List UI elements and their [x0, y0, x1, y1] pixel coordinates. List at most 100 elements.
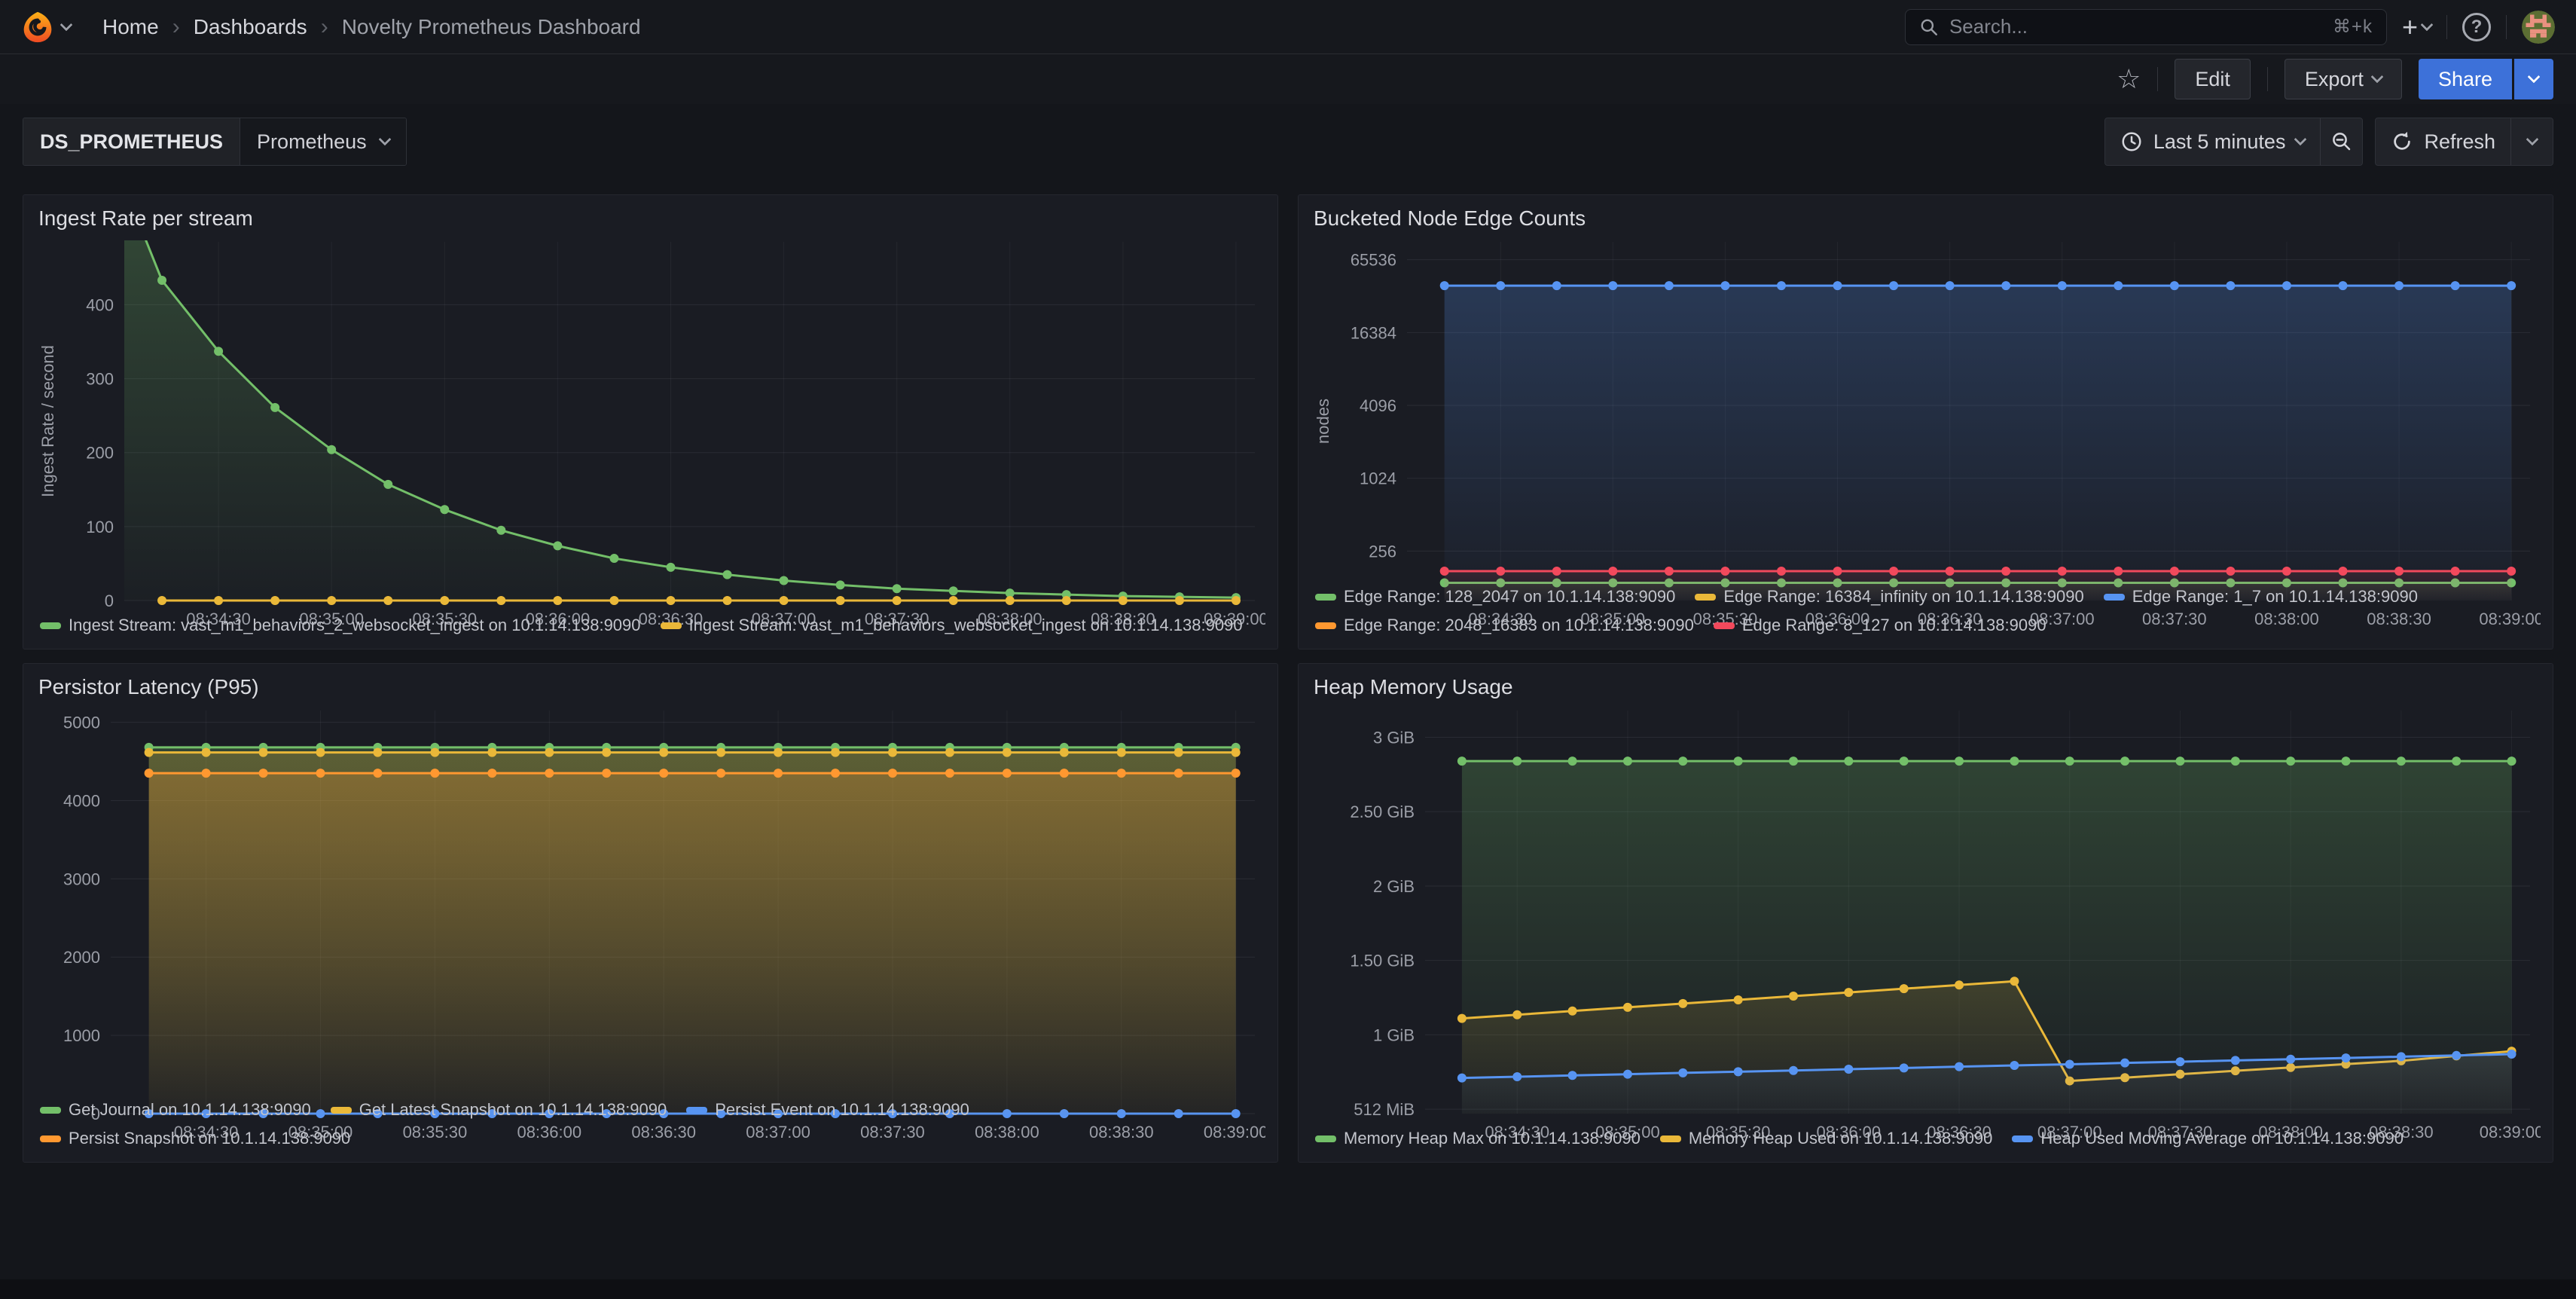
legend-swatch: [40, 1135, 61, 1142]
svg-text:4096: 4096: [1360, 396, 1396, 415]
panel-grid: Ingest Rate per stream 0 100 200 300 400 08:3…: [23, 194, 2553, 1163]
refresh-interval-dropdown[interactable]: [2510, 118, 2553, 165]
legend-swatch: [1315, 622, 1336, 629]
legend-swatch: [40, 1106, 61, 1114]
question-mark-icon: ?: [2471, 16, 2483, 37]
svg-text:08:37:00: 08:37:00: [752, 610, 816, 628]
svg-text:512 MiB: 512 MiB: [1354, 1100, 1415, 1119]
breadcrumb-separator: ›: [320, 14, 328, 39]
clock-icon: [2122, 132, 2141, 151]
svg-text:nodes: nodes: [1314, 399, 1332, 444]
grafana-menu-toggle[interactable]: [21, 11, 73, 44]
svg-text:3000: 3000: [63, 870, 100, 888]
svg-text:1.50 GiB: 1.50 GiB: [1350, 952, 1415, 970]
svg-text:08:38:00: 08:38:00: [975, 1123, 1039, 1142]
legend-label: Get Journal on 10.1.14.138:9090: [69, 1100, 311, 1119]
variable-label: DS_PROMETHEUS: [23, 118, 241, 165]
user-avatar[interactable]: [2522, 10, 2555, 44]
favorite-star-button[interactable]: ☆: [2117, 63, 2141, 94]
breadcrumb-home[interactable]: Home: [102, 14, 159, 38]
chevron-down-icon: [2294, 133, 2307, 146]
variable-value-dropdown[interactable]: Prometheus: [240, 118, 406, 165]
legend-label: Persist Event on 10.1.14.138:9090: [715, 1100, 969, 1119]
time-range-group: Last 5 minutes: [2104, 118, 2364, 166]
svg-text:08:36:00: 08:36:00: [1817, 1123, 1882, 1142]
svg-text:16384: 16384: [1351, 323, 1396, 342]
panel-heap-memory: Heap Memory Usage 512 MiB 1 GiB 1.50 GiB 2 …: [1298, 663, 2553, 1163]
panel-title[interactable]: Bucketed Node Edge Counts: [1314, 206, 1586, 230]
export-button[interactable]: Export: [2284, 59, 2402, 99]
legend-item[interactable]: Edge Range: 16384_infinity on 10.1.14.13…: [1695, 584, 2084, 610]
legend-item[interactable]: Memory Heap Used on 10.1.14.138:9090: [1659, 1126, 1992, 1151]
legend-item[interactable]: Edge Range: 1_7 on 10.1.14.138:9090: [2103, 584, 2418, 610]
panel-ingest-rate: Ingest Rate per stream 0 100 200 300 400 08:3…: [23, 194, 1278, 650]
legend-swatch: [40, 622, 61, 629]
svg-text:3 GiB: 3 GiB: [1373, 729, 1415, 747]
svg-text:08:38:30: 08:38:30: [1089, 1123, 1154, 1142]
svg-text:08:39:00: 08:39:00: [1204, 610, 1265, 628]
svg-text:08:34:30: 08:34:30: [1485, 1123, 1549, 1142]
svg-text:0: 0: [91, 1105, 100, 1123]
time-controls: Last 5 minutes Refre: [2104, 118, 2553, 166]
legend-item[interactable]: Memory Heap Max on 10.1.14.138:9090: [1315, 1126, 1641, 1151]
svg-text:4000: 4000: [63, 791, 100, 810]
svg-text:08:36:30: 08:36:30: [1927, 1123, 1992, 1142]
legend-item[interactable]: Heap Used Moving Average on 10.1.14.138:…: [2012, 1126, 2404, 1151]
panel-persistor-latency: Persistor Latency (P95) 0 1000 2000 3000 400…: [23, 663, 1278, 1163]
panel-title[interactable]: Persistor Latency (P95): [38, 675, 259, 698]
new-menu-button[interactable]: +: [2401, 11, 2434, 42]
legend-label: Edge Range: 1_7 on 10.1.14.138:9090: [2132, 587, 2418, 606]
svg-text:08:36:00: 08:36:00: [517, 1123, 581, 1142]
svg-text:08:39:00: 08:39:00: [2479, 610, 2541, 628]
svg-text:08:36:00: 08:36:00: [1805, 610, 1870, 628]
share-dropdown-button[interactable]: [2514, 59, 2553, 99]
legend-item[interactable]: Edge Range: 128_2047 on 10.1.14.138:9090: [1315, 584, 1675, 610]
legend-swatch: [1713, 622, 1735, 629]
legend-item[interactable]: Get Latest Snapshot on 10.1.14.138:9090: [330, 1097, 667, 1123]
refresh-button[interactable]: Refresh: [2376, 118, 2510, 165]
svg-text:08:38:30: 08:38:30: [2367, 610, 2431, 628]
search-box[interactable]: ⌘+k: [1904, 8, 2387, 45]
legend-item[interactable]: Persist Event on 10.1.14.138:9090: [686, 1097, 969, 1123]
refresh-icon: [2394, 131, 2411, 150]
breadcrumb-dashboards[interactable]: Dashboards: [193, 14, 307, 38]
legend-item[interactable]: Ingest Stream: vast_m1_behaviors_websock…: [660, 613, 1243, 638]
legend-item[interactable]: Edge Range: 2048_16383 on 10.1.14.138:90…: [1315, 613, 1694, 638]
legend-label: Heap Used Moving Average on 10.1.14.138:…: [2040, 1129, 2404, 1148]
legend-item[interactable]: Get Journal on 10.1.14.138:9090: [40, 1097, 311, 1123]
legend-label: Edge Range: 2048_16383 on 10.1.14.138:90…: [1344, 616, 1694, 634]
time-series-chart[interactable]: 0 100 200 300 400 08:34:30 08:35:00 08:35:30 08:…: [35, 234, 1268, 628]
svg-text:08:35:30: 08:35:30: [403, 1123, 468, 1142]
chevron-down-icon: [2420, 18, 2434, 31]
time-series-chart[interactable]: 512 MiB 1 GiB 1.50 GiB 2 GiB 2.50 GiB 3 GiB 08…: [1311, 703, 2544, 1142]
svg-text:1 GiB: 1 GiB: [1373, 1025, 1415, 1044]
time-range-picker[interactable]: Last 5 minutes: [2105, 118, 2321, 165]
legend-label: Ingest Stream: vast_m1_behaviors_websock…: [688, 616, 1243, 634]
panel-title[interactable]: Heap Memory Usage: [1314, 675, 1513, 698]
legend-item[interactable]: Ingest Stream: vast_m1_behaviors_2_webso…: [40, 613, 641, 638]
edit-button[interactable]: Edit: [2175, 59, 2251, 99]
chart-legend: Edge Range: 128_2047 on 10.1.14.138:9090…: [1311, 584, 2541, 638]
panel-title[interactable]: Ingest Rate per stream: [38, 206, 253, 230]
plus-icon: +: [2401, 11, 2418, 42]
legend-item[interactable]: Persist Snapshot on 10.1.14.138:9090: [40, 1126, 350, 1151]
search-icon: [1921, 19, 1937, 35]
svg-text:08:34:30: 08:34:30: [1468, 610, 1533, 628]
panel-node-edge-counts: Bucketed Node Edge Counts 256 1024 4096 163…: [1298, 194, 2553, 650]
time-series-chart[interactable]: 0 1000 2000 3000 4000 5000 08:34:30 08:35:00 08:…: [35, 703, 1268, 1142]
chevron-down-icon: [2526, 133, 2538, 146]
legend-swatch: [330, 1106, 352, 1114]
refresh-group: Refresh: [2375, 118, 2553, 166]
divider: [2446, 14, 2447, 39]
legend-item[interactable]: Edge Range: 8_127 on 10.1.14.138:9090: [1713, 613, 2046, 638]
svg-text:256: 256: [1369, 542, 1396, 561]
share-button[interactable]: Share: [2418, 59, 2512, 99]
svg-text:5000: 5000: [63, 714, 100, 732]
svg-text:400: 400: [86, 295, 114, 314]
time-series-chart[interactable]: 256 1024 4096 16384 65536 08:34:30 08:35:00 08:…: [1311, 234, 2544, 628]
help-button[interactable]: ?: [2462, 12, 2491, 41]
grafana-logo: [23, 11, 52, 42]
zoom-out-button[interactable]: [2320, 118, 2362, 165]
search-input[interactable]: [1949, 15, 2322, 38]
svg-text:1000: 1000: [63, 1026, 100, 1045]
